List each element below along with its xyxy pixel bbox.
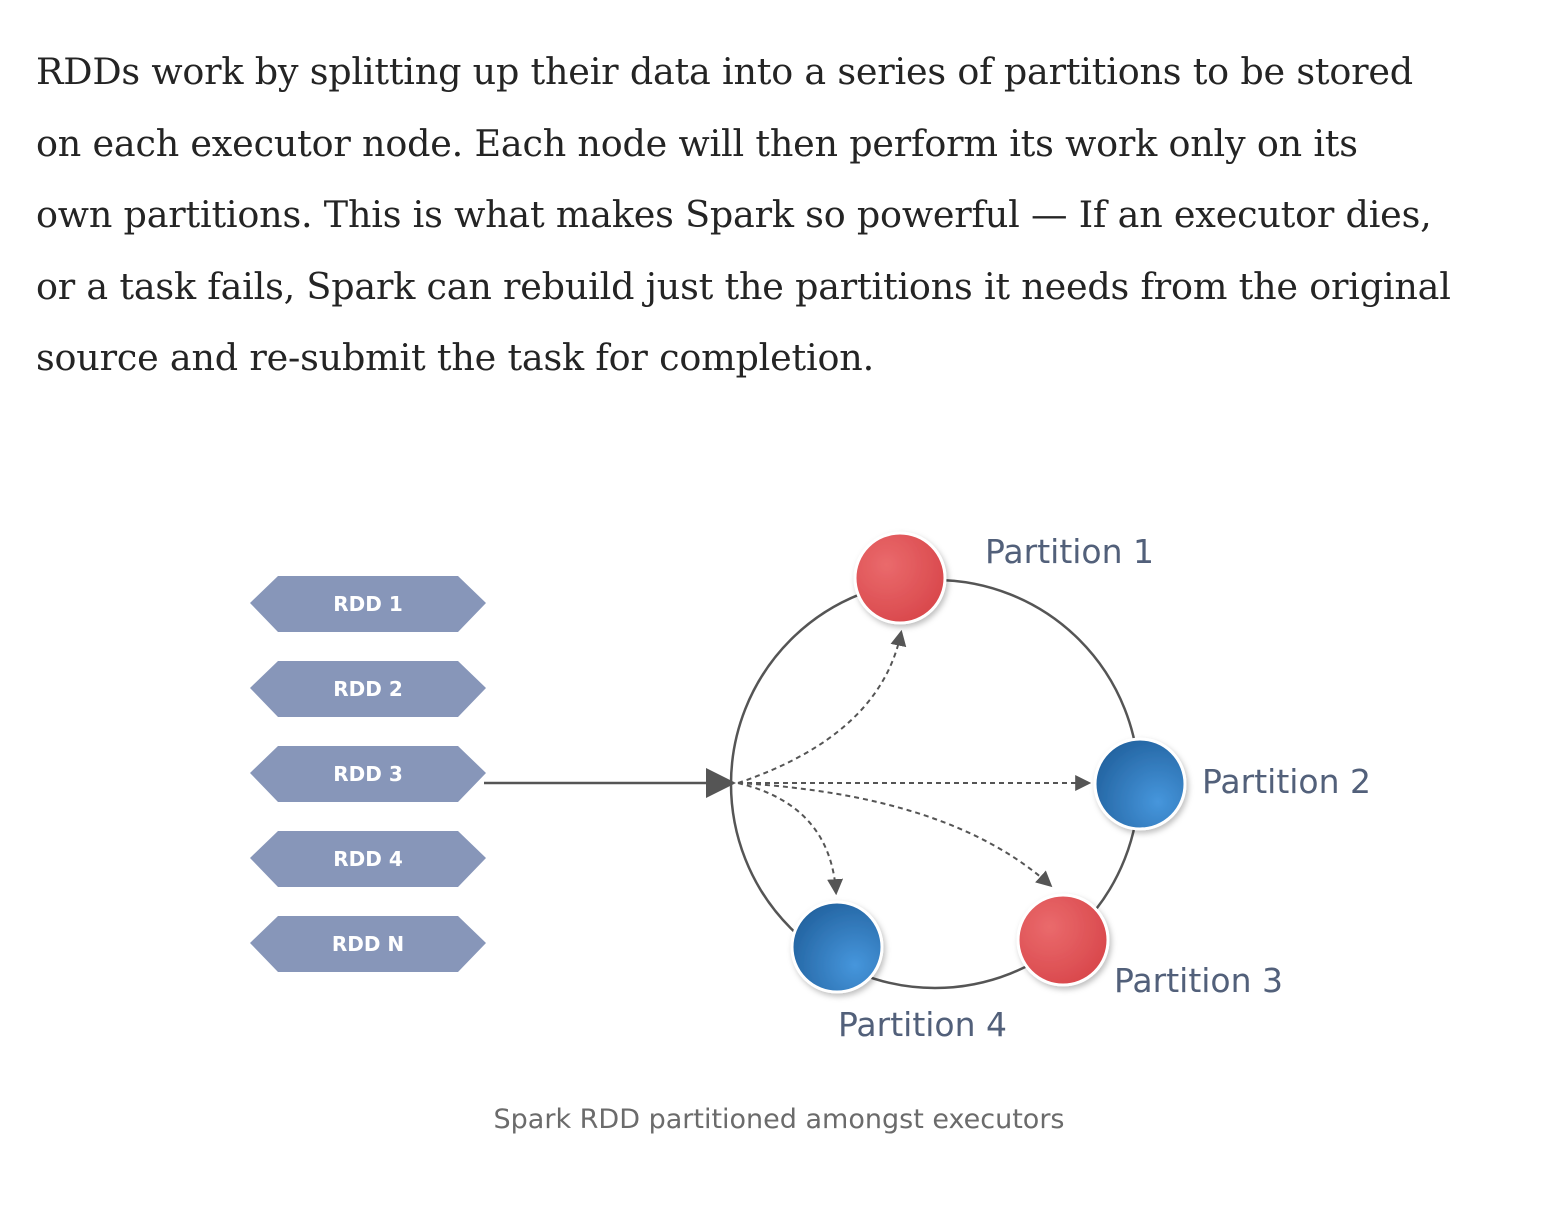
rdd-to-ring-arrowhead [706,768,736,798]
arrow-to-partition-3 [737,782,1053,888]
paragraph-line: own partitions. This is what makes Spark… [36,193,1432,236]
rdd-shape [250,746,486,802]
rdd-block-1: RDD 1 [250,576,486,632]
rdd-label: RDD N [332,932,404,956]
rdd-block-3: RDD 3 [250,746,486,802]
partition-4-node [790,900,884,994]
distribution-arrows [737,629,1092,896]
rdd-label: RDD 3 [333,762,402,786]
figure-caption: Spark RDD partitioned amongst executors [493,1104,1065,1135]
partition-3-label: Partition 3 [1114,961,1283,1000]
rdd-block-n: RDD N [250,916,486,972]
paragraph-line: source and re-submit the task for comple… [36,336,874,379]
partition-1-node [853,531,947,625]
rdd-label: RDD 4 [333,847,402,871]
partition-1-label: Partition 1 [985,532,1154,571]
article-paragraph: RDDs work by splitting up their data int… [36,36,1526,394]
rdd-partition-diagram: RDD 1 RDD 2 RDD 3 RDD 4 RDD N [230,485,1410,1085]
rdd-shape [250,576,486,632]
partition-2-label: Partition 2 [1202,762,1371,801]
arrow-to-partition-4 [737,782,844,896]
rdd-shape [250,831,486,887]
partition-3-node [1016,893,1110,987]
partition-2-node [1093,737,1187,831]
rdd-block-4: RDD 4 [250,831,486,887]
paragraph-line: on each executor node. Each node will th… [36,121,1358,165]
paragraph-line: RDDs work by splitting up their data int… [36,50,1413,93]
rdd-stack: RDD 1 RDD 2 RDD 3 RDD 4 RDD N [250,576,486,972]
arrow-to-partition-1 [737,629,907,784]
rdd-shape [250,661,486,717]
paragraph-line: or a task fails, Spark can rebuild just … [36,264,1451,308]
rdd-block-2: RDD 2 [250,661,486,717]
rdd-label: RDD 1 [333,592,402,616]
rdd-label: RDD 2 [333,677,402,701]
diagram-canvas: RDD 1 RDD 2 RDD 3 RDD 4 RDD N [250,531,1371,1044]
partition-4-label: Partition 4 [838,1005,1007,1044]
rdd-shape [250,916,486,972]
